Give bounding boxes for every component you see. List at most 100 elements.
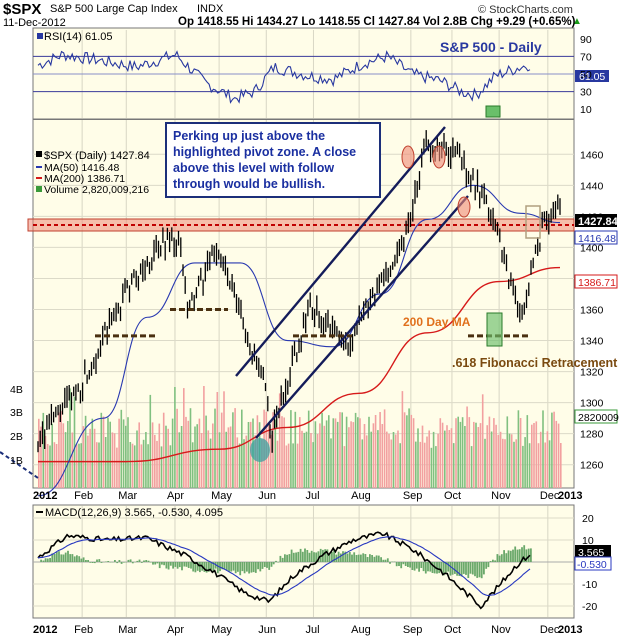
volume-bar bbox=[421, 425, 424, 488]
volume-bar bbox=[446, 425, 448, 488]
rsi-value-tag bbox=[575, 70, 609, 82]
watermark: © StockCharts.com bbox=[478, 4, 573, 16]
macd-histogram-bar bbox=[169, 562, 172, 566]
macd-histogram-bar bbox=[310, 550, 313, 562]
macd-histogram-bar bbox=[76, 555, 78, 562]
volume-bar bbox=[553, 411, 555, 488]
macd-histogram-bar bbox=[362, 553, 365, 562]
rsi-tick-label: 70 bbox=[580, 51, 592, 63]
macd-histogram-bar bbox=[194, 562, 197, 573]
volume-bar bbox=[294, 411, 297, 488]
volume-bar bbox=[223, 391, 225, 488]
volume-bar bbox=[194, 426, 196, 488]
macd-histogram-bar bbox=[328, 553, 331, 562]
volume-bar bbox=[519, 418, 522, 488]
volume-bar bbox=[381, 424, 384, 488]
volume-bar bbox=[241, 409, 243, 488]
volume-bar bbox=[104, 437, 107, 488]
macd-histogram-bar bbox=[279, 555, 282, 562]
macd-histogram-bar bbox=[205, 562, 208, 573]
macd-histogram-bar bbox=[228, 562, 230, 572]
volume-tick-label: 2B bbox=[10, 431, 23, 443]
volume-bar bbox=[196, 424, 198, 488]
macd-histogram-bar bbox=[266, 562, 268, 568]
macd-histogram-bar bbox=[402, 562, 405, 565]
macd-histogram-bar bbox=[377, 555, 380, 562]
volume-bar bbox=[198, 418, 201, 488]
volume-bar bbox=[111, 432, 114, 488]
volume-bar bbox=[497, 434, 500, 488]
volume-bar bbox=[406, 415, 408, 488]
macd-histogram-bar bbox=[192, 562, 195, 572]
volume-bar bbox=[504, 439, 506, 488]
macd-histogram-bar bbox=[172, 562, 174, 569]
volume-bar bbox=[245, 435, 248, 488]
macd-histogram-bar bbox=[485, 562, 488, 569]
volume-bar bbox=[388, 433, 390, 488]
macd-histogram-bar bbox=[447, 562, 450, 572]
volume-bar bbox=[502, 438, 504, 488]
macd-histogram-bar bbox=[295, 552, 297, 562]
macd-histogram-bar bbox=[176, 562, 179, 569]
volume-bars bbox=[38, 386, 562, 488]
volume-bar bbox=[379, 412, 381, 488]
macd-histogram-bar bbox=[375, 555, 378, 562]
macd-histogram-bar bbox=[248, 562, 250, 574]
volume-bar bbox=[129, 442, 132, 488]
macd-histogram-bar bbox=[116, 562, 119, 564]
volume-bar bbox=[513, 441, 515, 488]
x-axis-label: 2012 bbox=[33, 490, 57, 502]
volume-bar bbox=[167, 428, 169, 488]
ma50-value-label: 1416.48 bbox=[578, 233, 616, 245]
macd-value-tag bbox=[575, 545, 611, 558]
rsi-series bbox=[37, 50, 531, 104]
macd-histogram-bar bbox=[454, 562, 456, 574]
volume-bar bbox=[80, 443, 82, 488]
volume-bar bbox=[450, 428, 453, 488]
macd-histogram-bar bbox=[161, 562, 163, 565]
volume-bar bbox=[426, 436, 428, 488]
volume-bar bbox=[343, 446, 346, 488]
macd-histogram-bar bbox=[178, 562, 181, 568]
close-value-tag bbox=[575, 214, 617, 227]
volume-bar bbox=[473, 421, 475, 488]
volume-bar bbox=[312, 442, 314, 488]
volume-bar bbox=[49, 445, 51, 488]
ohlc-summary: Op 1418.55 Hi 1434.27 Lo 1418.55 Cl 1427… bbox=[178, 16, 576, 28]
volume-bar bbox=[359, 418, 361, 488]
macd-histogram-bar bbox=[46, 558, 49, 562]
macd-histogram-bar bbox=[500, 554, 503, 562]
macd-histogram-bar bbox=[208, 562, 210, 572]
volume-bar bbox=[303, 432, 306, 488]
right-shoulder-marker bbox=[457, 196, 471, 218]
volume-bar bbox=[261, 439, 263, 488]
macd-histogram-bar bbox=[71, 554, 74, 562]
macd-histogram-bar bbox=[58, 551, 60, 562]
macd-histogram-bar bbox=[521, 547, 523, 562]
volume-bar bbox=[127, 417, 129, 488]
volume-bar bbox=[125, 425, 127, 488]
macd-histogram-bar bbox=[292, 552, 295, 562]
volume-bar bbox=[423, 442, 426, 488]
price-panel-border-top bbox=[33, 119, 574, 120]
volume-bar bbox=[247, 422, 250, 488]
macd-histogram-bar bbox=[284, 554, 286, 562]
x-axis-label-bottom: 2013 bbox=[558, 624, 582, 636]
rsi-line bbox=[37, 50, 531, 104]
close-value-label: 1427.84 bbox=[578, 216, 619, 228]
volume-bar bbox=[84, 415, 87, 488]
macd-histogram-bar bbox=[163, 562, 165, 566]
volume-bar bbox=[332, 418, 335, 488]
macd-histogram-bar bbox=[420, 562, 423, 568]
volume-bar bbox=[372, 423, 375, 488]
volume-bar bbox=[435, 446, 437, 488]
volume-bar bbox=[470, 446, 473, 488]
macd-histogram-bar bbox=[250, 562, 253, 573]
x-axis-label-bottom: 2012 bbox=[33, 624, 57, 636]
volume-bar bbox=[214, 408, 216, 488]
volume-bar bbox=[299, 417, 301, 488]
volume-bar bbox=[361, 439, 364, 488]
volume-bar bbox=[287, 443, 290, 488]
trend-channel-lower bbox=[255, 195, 469, 439]
annotations-layer bbox=[0, 70, 609, 479]
